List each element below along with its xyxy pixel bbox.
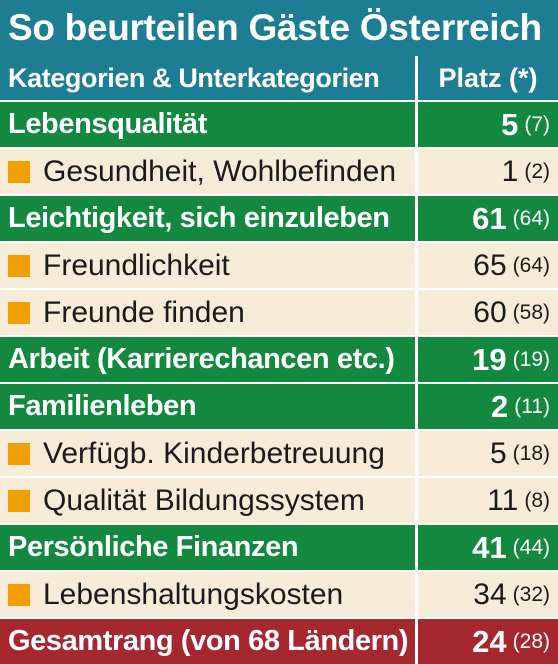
previous-rank-value: (19) bbox=[512, 347, 550, 371]
category-row: Leichtigkeit, sich einzuleben 61 (64) bbox=[0, 194, 558, 241]
rank-cell: 41 (44) bbox=[418, 525, 558, 570]
row-label: Freundlichkeit bbox=[43, 248, 230, 282]
category-row: Persönliche Finanzen 41 (44) bbox=[0, 523, 558, 570]
row-label: Gesamtrang (von 68 Ländern) bbox=[8, 625, 409, 657]
subcategory-row: Qualität Bildungssystem 11 (8) bbox=[0, 476, 558, 523]
previous-rank-value: (11) bbox=[514, 394, 550, 418]
row-label-cell: Persönliche Finanzen bbox=[0, 525, 418, 570]
rank-cell: 65 (64) bbox=[418, 243, 558, 288]
row-label-cell: Leichtigkeit, sich einzuleben bbox=[0, 196, 418, 241]
row-label: Leichtigkeit, sich einzuleben bbox=[8, 202, 390, 234]
subcategory-row: Verfügb. Kinderbetreuung 5 (18) bbox=[0, 429, 558, 476]
rank-value: 11 bbox=[487, 483, 519, 517]
row-label: Persönliche Finanzen bbox=[8, 531, 299, 563]
previous-rank-value: (2) bbox=[524, 159, 550, 183]
rank-cell: 60 (58) bbox=[418, 290, 558, 335]
square-bullet-icon bbox=[8, 254, 30, 277]
rank-value: 5 bbox=[501, 106, 519, 142]
previous-rank-value: (64) bbox=[512, 206, 550, 230]
rank-cell: 19 (19) bbox=[418, 337, 558, 382]
row-label-cell: Lebensqualität bbox=[0, 102, 418, 147]
table-header: Kategorien & Unterkategorien Platz (*) bbox=[0, 56, 558, 100]
row-label-cell: Familienleben bbox=[0, 384, 418, 429]
row-label-cell: Gesamtrang (von 68 Ländern) bbox=[0, 619, 418, 664]
row-label-cell: Qualität Bildungssystem bbox=[0, 478, 418, 523]
rank-value: 24 bbox=[472, 623, 507, 659]
rank-cell: 5 (18) bbox=[418, 431, 558, 476]
previous-rank-value: (28) bbox=[512, 629, 550, 653]
row-label: Arbeit (Karrierechancen etc.) bbox=[8, 343, 395, 375]
previous-rank-value: (64) bbox=[512, 253, 550, 277]
subcategory-row: Freunde finden 60 (58) bbox=[0, 288, 558, 335]
row-label: Qualität Bildungssystem bbox=[43, 483, 365, 517]
row-label: Verfügb. Kinderbetreuung bbox=[43, 436, 385, 470]
rank-cell: 61 (64) bbox=[418, 196, 558, 241]
row-label-cell: Lebenshaltungskosten bbox=[0, 572, 418, 617]
row-label: Lebenshaltungskosten bbox=[43, 577, 344, 611]
row-label: Familienleben bbox=[8, 390, 197, 422]
rank-cell: 11 (8) bbox=[418, 478, 558, 523]
category-row: Lebensqualität 5 (7) bbox=[0, 100, 558, 147]
rank-value: 65 bbox=[473, 248, 507, 282]
category-row: Arbeit (Karrierechancen etc.) 19 (19) bbox=[0, 335, 558, 382]
rank-cell: 1 (2) bbox=[418, 149, 558, 194]
rank-cell: 2 (11) bbox=[418, 384, 558, 429]
square-bullet-icon bbox=[8, 583, 30, 606]
row-label-cell: Freunde finden bbox=[0, 290, 418, 335]
rank-value: 61 bbox=[472, 200, 507, 236]
row-label-cell: Gesundheit, Wohlbefinden bbox=[0, 149, 418, 194]
row-label: Lebensqualität bbox=[8, 108, 208, 140]
rank-value: 41 bbox=[472, 529, 507, 565]
chart-title: So beurteilen Gäste Österreich bbox=[8, 7, 542, 48]
rank-cell: 24 (28) bbox=[418, 619, 558, 664]
table-body: Lebensqualität 5 (7) Gesundheit, Wohlbefind… bbox=[0, 100, 558, 664]
row-label: Freunde finden bbox=[43, 295, 245, 329]
square-bullet-icon bbox=[8, 301, 30, 324]
previous-rank-value: (58) bbox=[512, 300, 550, 324]
category-row: Familienleben 2 (11) bbox=[0, 382, 558, 429]
square-bullet-icon bbox=[8, 442, 30, 465]
subcategory-row: Gesundheit, Wohlbefinden 1 (2) bbox=[0, 147, 558, 194]
row-label-cell: Verfügb. Kinderbetreuung bbox=[0, 431, 418, 476]
rank-cell: 34 (32) bbox=[418, 572, 558, 617]
rank-cell: 5 (7) bbox=[418, 102, 558, 147]
previous-rank-value: (32) bbox=[512, 582, 550, 606]
total-row: Gesamtrang (von 68 Ländern) 24 (28) bbox=[0, 617, 558, 664]
rank-value: 1 bbox=[501, 154, 519, 188]
column-header-rank: Platz (*) bbox=[438, 63, 538, 93]
square-bullet-icon bbox=[8, 160, 30, 183]
rank-value: 5 bbox=[489, 436, 507, 470]
column-header-category: Kategorien & Unterkategorien bbox=[0, 56, 418, 100]
previous-rank-value: (44) bbox=[512, 535, 550, 559]
subcategory-row: Lebenshaltungskosten 34 (32) bbox=[0, 570, 558, 617]
previous-rank-value: (8) bbox=[524, 488, 550, 512]
square-bullet-icon bbox=[8, 489, 30, 512]
rank-value: 60 bbox=[473, 295, 507, 329]
row-label-cell: Arbeit (Karrierechancen etc.) bbox=[0, 337, 418, 382]
previous-rank-value: (18) bbox=[512, 441, 550, 465]
row-label-cell: Freundlichkeit bbox=[0, 243, 418, 288]
rank-value: 34 bbox=[473, 577, 507, 611]
row-label: Gesundheit, Wohlbefinden bbox=[43, 154, 397, 188]
rank-value: 19 bbox=[472, 341, 507, 377]
subcategory-row: Freundlichkeit 65 (64) bbox=[0, 241, 558, 288]
rank-value: 2 bbox=[490, 388, 509, 424]
previous-rank-value: (7) bbox=[524, 112, 550, 136]
